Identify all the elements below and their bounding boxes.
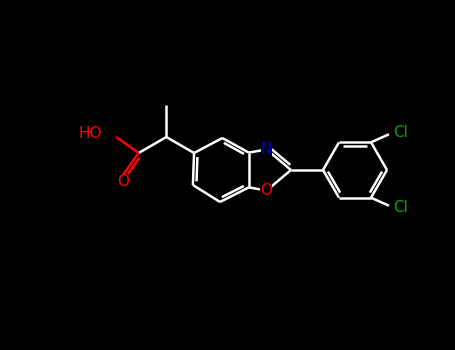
Text: HO: HO <box>79 126 102 140</box>
Text: N: N <box>261 142 272 157</box>
Text: Cl: Cl <box>394 200 409 215</box>
Text: O: O <box>116 174 129 189</box>
Text: Cl: Cl <box>394 125 409 140</box>
Text: O: O <box>260 183 273 198</box>
